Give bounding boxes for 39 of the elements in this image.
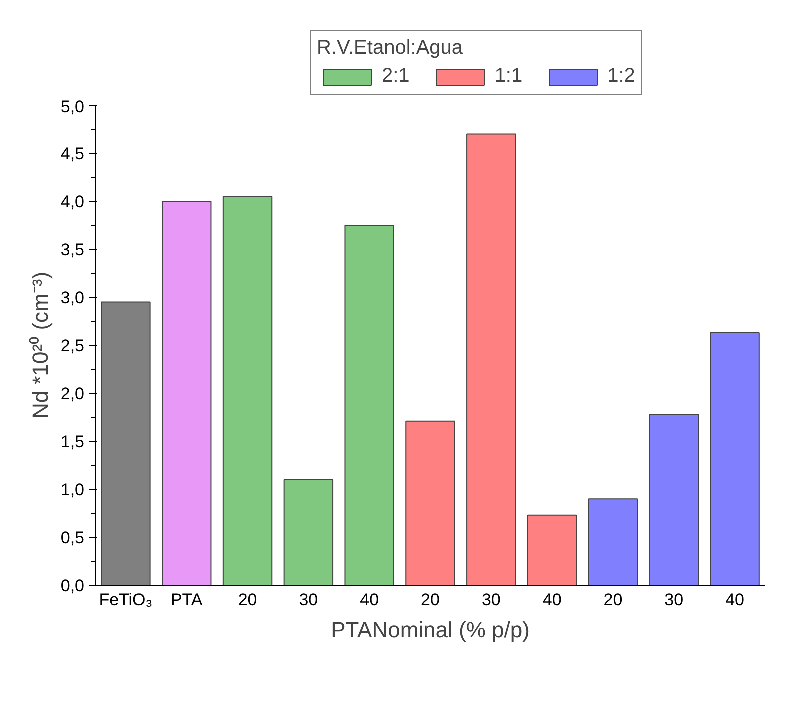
x-tick-label: 40 (360, 590, 380, 610)
x-tick-label: 30 (482, 590, 501, 610)
x-tick-label: 40 (726, 590, 745, 610)
x-tick-label: 30 (664, 590, 684, 610)
bar (284, 479, 334, 586)
y-tick-label: 0,5 (60, 528, 85, 548)
y-tick-label: 2,0 (60, 384, 85, 404)
x-tick-label: 20 (604, 590, 623, 610)
legend-label: 1:2 (608, 65, 636, 88)
legend-label: 1:1 (494, 65, 523, 88)
bar (222, 196, 273, 586)
bar (649, 414, 699, 586)
x-tick-label: 30 (299, 590, 318, 610)
y-tick-label: 4,5 (60, 144, 85, 164)
bar (710, 332, 760, 586)
bar (344, 225, 394, 586)
y-tick-label: 5,0 (60, 98, 85, 116)
y-tick-label: 3,0 (60, 288, 85, 308)
x-tick-label: 20 (421, 590, 440, 610)
y-tick-label: 3,5 (60, 240, 85, 260)
x-tick-label: PTA (170, 590, 204, 610)
y-tick-label: 2,5 (60, 336, 85, 356)
bar (406, 420, 456, 586)
x-tick-label: 40 (542, 590, 562, 610)
bar (527, 514, 578, 586)
y-tick-label: 1,5 (60, 432, 85, 452)
x-tick-label: FeTiO₃ (99, 590, 153, 610)
y-axis-title: Nd *10²⁰ (cm⁻³) (28, 272, 53, 420)
bar (588, 498, 638, 586)
bar (466, 134, 516, 586)
legend-title: R.V.Etanol:Agua (317, 37, 464, 60)
bar (162, 201, 212, 586)
y-tick-label: 0,0 (60, 576, 85, 596)
y-tick-label: 1,0 (60, 480, 85, 500)
x-axis-title: PTANominal (% p/p) (331, 618, 530, 642)
legend-label: 2:1 (382, 65, 410, 88)
bar (101, 302, 151, 586)
x-tick-label: 20 (238, 590, 258, 610)
y-tick-label: 4,0 (60, 192, 85, 212)
